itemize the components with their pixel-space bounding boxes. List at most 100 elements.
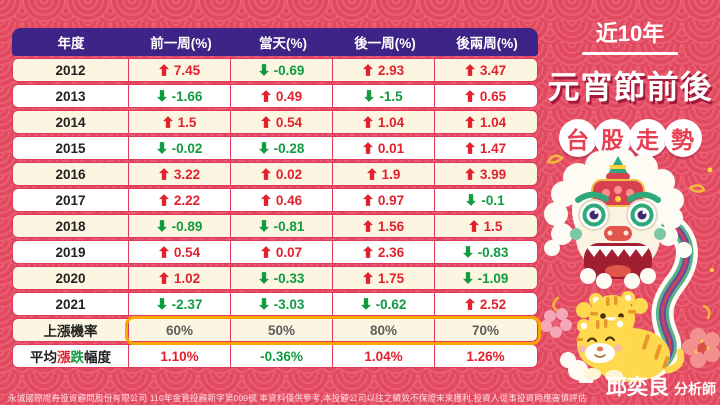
column-header: 前一周(%) — [150, 36, 212, 51]
page-title: 元宵節前後 — [547, 68, 713, 105]
column-header: 當天(%) — [259, 36, 307, 51]
up-arrow-icon — [464, 90, 475, 102]
value-cell: -1.09 — [434, 267, 536, 289]
value-text: -1.66 — [171, 88, 203, 104]
value-text: -0.1 — [481, 192, 505, 208]
table-header-row: 年度 前一周(%) 當天(%) 後一周(%) 後兩周(%) — [12, 28, 538, 56]
value-cell: 1.02 — [128, 267, 230, 289]
year-cell: 2015 — [55, 140, 86, 156]
year-cell: 2018 — [55, 218, 86, 234]
value-cell: 0.49 — [230, 85, 332, 107]
label-part: 跌 — [70, 350, 85, 365]
value-cell: -0.36% — [230, 345, 332, 367]
value-cell: 1.26% — [434, 345, 536, 367]
confetti-swirl-icon — [546, 154, 711, 320]
value-text: 1.04 — [377, 114, 405, 130]
table-row: 2012 7.45 -0.69 2.93 3.47 — [12, 58, 538, 82]
value-text: 1.9 — [381, 166, 401, 182]
stats-table: 年度 前一周(%) 當天(%) 後一周(%) 後兩周(%) 2012 7.45 -0.69 2… — [12, 28, 541, 368]
value-cell: 2.93 — [332, 59, 434, 81]
value-cell: 2.22 — [128, 189, 230, 211]
year-cell: 2017 — [55, 192, 86, 208]
up-arrow-icon — [260, 116, 271, 128]
value-cell: 2.36 — [332, 241, 434, 263]
value-text: 1.5 — [177, 114, 197, 130]
value-text: 1.5 — [483, 218, 503, 234]
win-rate-label: 上漲機率 — [43, 324, 98, 339]
up-arrow-icon — [362, 272, 373, 284]
up-arrow-icon — [158, 168, 169, 180]
year-cell: 2021 — [55, 296, 86, 312]
up-arrow-icon — [362, 246, 373, 258]
value-cell: 1.56 — [332, 215, 434, 237]
value-text: -0.62 — [375, 296, 407, 312]
value-cell: -1.5 — [332, 85, 434, 107]
up-arrow-icon — [260, 90, 271, 102]
label-part: 漲 — [57, 350, 71, 365]
footer: 永誠國際證券投資顧問股份有限公司 110年金管投顧新字第009號 本資料僅供參考… — [8, 371, 716, 403]
down-arrow-icon — [258, 64, 269, 76]
value-cell: 50% — [230, 319, 332, 341]
value-cell: 0.65 — [434, 85, 536, 107]
up-arrow-icon — [464, 142, 475, 154]
value-cell: 60% — [128, 319, 230, 341]
value-cell: -0.02 — [128, 137, 230, 159]
down-arrow-icon — [466, 194, 477, 206]
value-cell: 80% — [332, 319, 434, 341]
subtitle-recent-10-years: 近10年 — [595, 21, 665, 46]
table-row: 2013 -1.66 0.49 -1.5 0.65 — [12, 84, 538, 108]
table-row: 2014 1.5 0.54 1.04 1.04 — [12, 110, 538, 134]
column-header: 年度 — [57, 36, 85, 51]
analyst-signature: 邱奕良 分析師 — [606, 371, 716, 403]
avg-change-label: 平均漲跌幅度 — [13, 345, 128, 367]
value-text: 2.22 — [173, 192, 201, 208]
year-cell: 2016 — [55, 166, 86, 182]
value-text: -1.5 — [379, 88, 403, 104]
column-header: 後兩周(%) — [456, 36, 518, 51]
value-cell: 0.07 — [230, 241, 332, 263]
up-arrow-icon — [158, 64, 169, 76]
value-cell: 0.54 — [230, 111, 332, 133]
value-text: 3.22 — [173, 166, 201, 182]
badge-char: 勢 — [663, 118, 702, 157]
value-cell: 3.99 — [434, 163, 536, 185]
table-row: 2018 -0.89 -0.81 1.56 1.5 — [12, 214, 538, 238]
value-cell: -1.66 — [128, 85, 230, 107]
down-arrow-icon — [258, 220, 269, 232]
lion-dance-illustration — [540, 148, 720, 383]
win-rate-row: 上漲機率 60% 50% 80% 70% — [12, 315, 541, 345]
value-text: 0.54 — [275, 114, 303, 130]
up-arrow-icon — [362, 194, 373, 206]
up-arrow-icon — [464, 168, 475, 180]
value-text: 1.02 — [173, 270, 201, 286]
up-arrow-icon — [366, 168, 377, 180]
column-header: 後一周(%) — [354, 36, 416, 51]
value-cell: -0.28 — [230, 137, 332, 159]
value-text: 0.07 — [275, 244, 303, 260]
value-cell: -0.33 — [230, 267, 332, 289]
up-arrow-icon — [158, 272, 169, 284]
label-part: 幅度 — [84, 350, 111, 365]
year-cell: 2012 — [55, 62, 86, 78]
up-arrow-icon — [362, 142, 373, 154]
value-text: -0.28 — [273, 140, 305, 156]
table-row: 2017 2.22 0.46 0.97 -0.1 — [12, 188, 538, 212]
value-cell: 3.47 — [434, 59, 536, 81]
subtitle-underline — [582, 52, 678, 55]
up-arrow-icon — [260, 194, 271, 206]
down-arrow-icon — [364, 90, 375, 102]
value-text: -0.02 — [171, 140, 203, 156]
value-text: 1.56 — [377, 218, 405, 234]
value-cell: -3.03 — [230, 293, 332, 315]
value-text: 3.47 — [479, 62, 507, 78]
value-text: -0.89 — [171, 218, 203, 234]
up-arrow-icon — [260, 246, 271, 258]
up-arrow-icon — [162, 116, 173, 128]
year-cell: 2020 — [55, 270, 86, 286]
value-cell: 1.04 — [332, 111, 434, 133]
value-text: 0.02 — [275, 166, 303, 182]
value-text: -0.69 — [273, 62, 305, 78]
down-arrow-icon — [156, 142, 167, 154]
value-text: -0.83 — [477, 244, 509, 260]
down-arrow-icon — [156, 298, 167, 310]
